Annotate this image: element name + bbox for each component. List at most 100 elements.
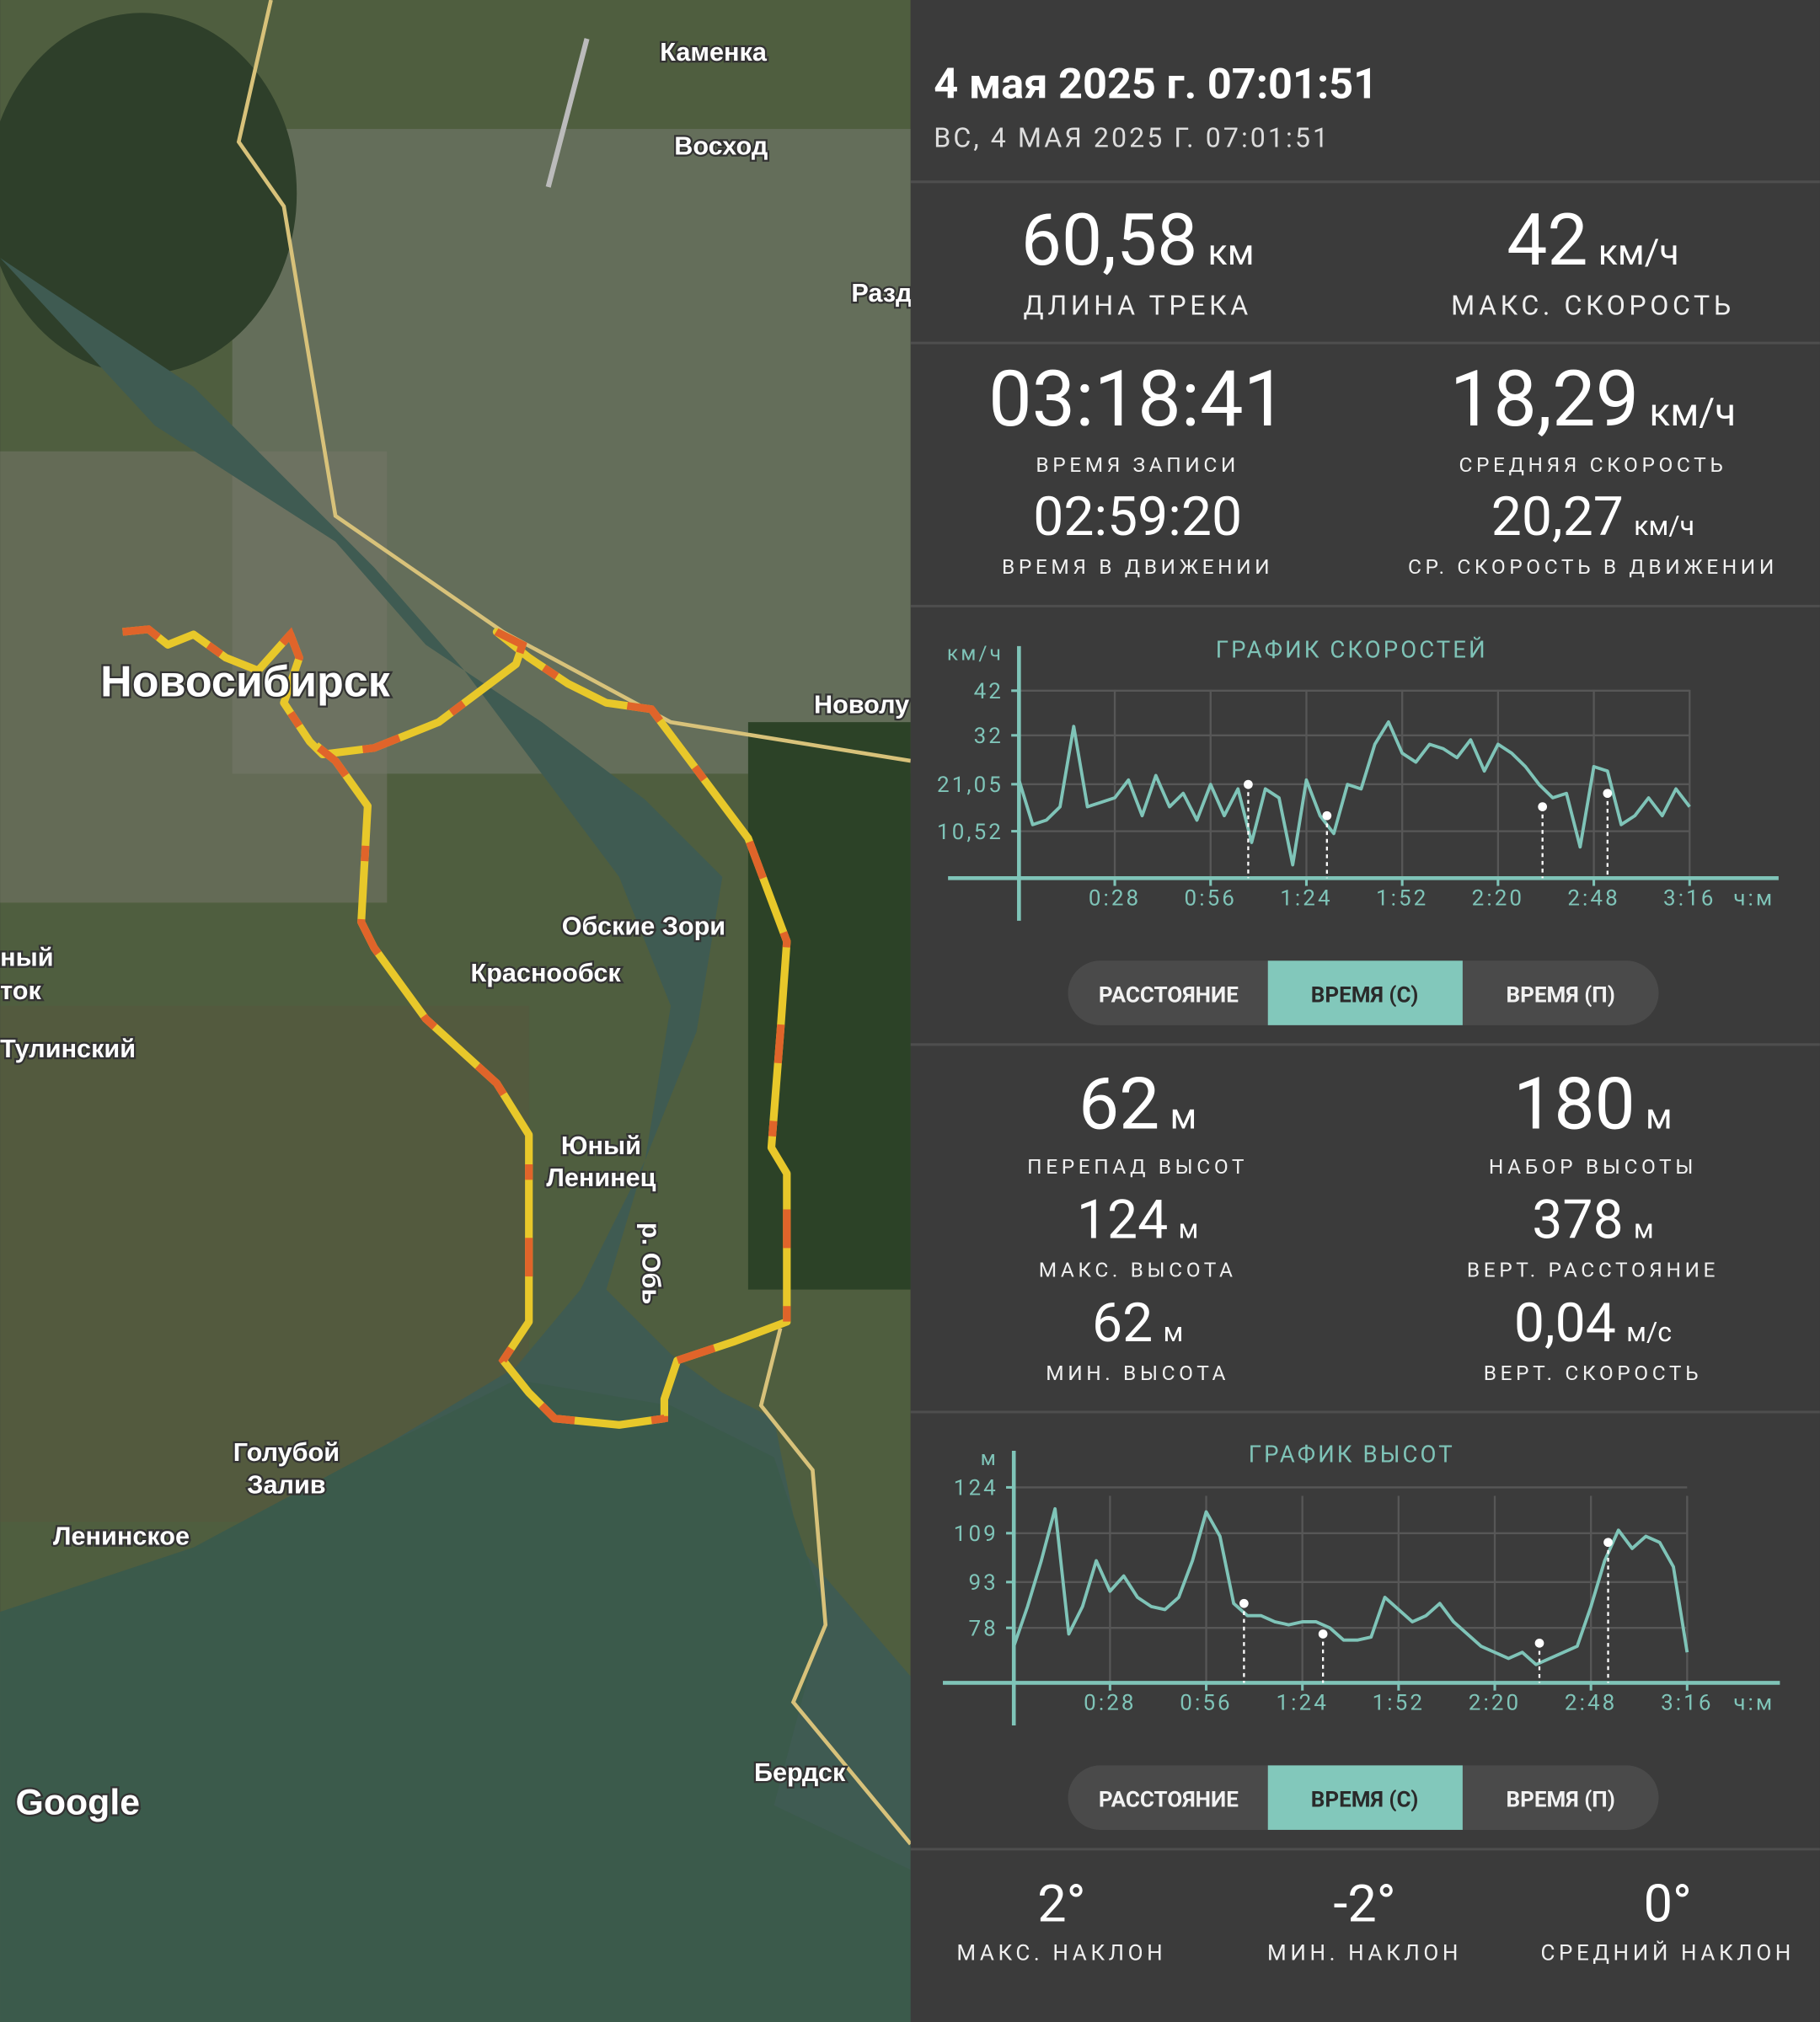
map-label: Голубой — [233, 1438, 340, 1467]
road — [758, 1327, 913, 1846]
marker-dot — [1534, 1638, 1544, 1648]
stat-unit: м — [1634, 1212, 1654, 1244]
stat-number: 20,27 — [1491, 484, 1624, 548]
stat-label: МИН. ВЫСОТА — [1046, 1361, 1229, 1385]
y-axis-label: м — [981, 1446, 998, 1470]
map-label: Новосибирск — [100, 658, 391, 707]
stat-unit: м — [1163, 1316, 1183, 1348]
stat-number: 62 — [1092, 1291, 1153, 1355]
stat-label: ПЕРЕПАД ВЫСОТ — [1027, 1154, 1248, 1179]
stat-value: 124 м — [1077, 1187, 1198, 1251]
stat-unit: м — [1170, 1095, 1197, 1137]
toggle-option[interactable]: ВРЕМЯ (С) — [1311, 1787, 1419, 1812]
x-axis-label: ч:м — [1733, 885, 1774, 911]
map-label: Обские Зори — [562, 912, 725, 941]
toggle-option[interactable]: ВРЕМЯ (С) — [1311, 982, 1419, 1008]
map-label: Каменка — [660, 38, 768, 67]
stat-label: МАКС. НАКЛОН — [956, 1941, 1166, 1966]
stat-label: ВРЕМЯ В ДВИЖЕНИИ — [1002, 554, 1273, 579]
y-tick-label: 93 — [968, 1570, 998, 1596]
x-tick-label: 2:48 — [1565, 1691, 1617, 1716]
x-tick-label: 2:20 — [1469, 1691, 1521, 1716]
chart-title: ГРАФИК СКОРОСТЕЙ — [1216, 636, 1488, 664]
y-axis-label: км/ч — [947, 641, 1004, 666]
stat-unit: км/ч — [1598, 232, 1679, 274]
stat-value: 02:59:20 — [1033, 484, 1242, 548]
marker-dot — [1603, 789, 1613, 799]
stat-value: 62 м — [1079, 1061, 1196, 1146]
map-label: Залив — [247, 1470, 325, 1499]
stat-value: 62 м — [1092, 1291, 1183, 1355]
map-label: ток — [0, 976, 41, 1005]
stat-unit: км — [1208, 232, 1255, 274]
toggle-option[interactable]: РАССТОЯНИЕ — [1099, 982, 1239, 1008]
stat-label: МАКС. СКОРОСТЬ — [1451, 289, 1735, 321]
stat-label: СР. СКОРОСТЬ В ДВИЖЕНИИ — [1408, 554, 1778, 579]
stat-value: 03:18:41 — [988, 355, 1287, 445]
marker-dot — [1244, 779, 1253, 789]
x-tick-label: 0:56 — [1180, 1691, 1232, 1716]
x-tick-label: 0:28 — [1084, 1691, 1136, 1716]
stat-value: 60,58 км — [1021, 197, 1255, 282]
stat-number: 378 — [1532, 1187, 1623, 1251]
y-tick-label: 42 — [974, 679, 1004, 704]
stat-value: -2° — [1333, 1874, 1395, 1934]
stat-number: -2° — [1333, 1874, 1395, 1934]
x-tick-label: 1:24 — [1276, 1691, 1328, 1716]
map-label: Юный — [561, 1131, 641, 1160]
stat-unit: м — [1179, 1212, 1199, 1244]
marker-dot — [1538, 802, 1548, 811]
stat-number: 124 — [1077, 1187, 1168, 1251]
toggle-option[interactable]: ВРЕМЯ (П) — [1507, 1787, 1615, 1812]
toggle-active — [1267, 1765, 1463, 1830]
road — [236, 0, 912, 763]
map-label: Ленинское — [53, 1522, 190, 1551]
x-tick-label: 3:16 — [1661, 1691, 1713, 1716]
stat-number: 2° — [1037, 1874, 1085, 1934]
map-label: Новолу — [814, 690, 909, 719]
marker-dot — [1603, 1538, 1613, 1548]
marker-dot — [1318, 1629, 1328, 1639]
x-axis-label: ч:м — [1733, 1691, 1774, 1716]
x-tick-label: 0:28 — [1089, 885, 1141, 911]
stat-number: 60,58 — [1021, 197, 1198, 282]
stat-number: 0° — [1644, 1874, 1692, 1934]
stat-unit: м/с — [1626, 1316, 1672, 1348]
forest — [747, 722, 911, 1290]
stat-label: ДЛИНА ТРЕКА — [1023, 289, 1251, 321]
dividers — [910, 180, 1820, 1851]
stat-unit: м — [1646, 1095, 1673, 1137]
stat-number: 18,29 — [1450, 355, 1640, 445]
toggle-option[interactable]: ВРЕМЯ (П) — [1507, 982, 1615, 1008]
stat-number: 03:18:41 — [988, 355, 1287, 445]
y-tick-label: 21,05 — [937, 773, 1004, 798]
stat-value: 2° — [1037, 1874, 1085, 1934]
y-tick-label: 109 — [954, 1522, 998, 1547]
stat-number: 42 — [1507, 197, 1587, 282]
x-tick-label: 1:52 — [1376, 885, 1428, 911]
stat-value: 0,04 м/с — [1514, 1291, 1672, 1355]
stat-value: 378 м — [1532, 1187, 1653, 1251]
map: Каменка Восход Разд Новосибирск Новолу О… — [0, 0, 913, 2022]
stat-label: ВЕРТ. РАССТОЯНИЕ — [1467, 1257, 1719, 1281]
runway — [545, 38, 590, 188]
stat-number: 180 — [1513, 1061, 1635, 1146]
map-label: Ленинец — [546, 1163, 656, 1192]
x-tick-label: 0:56 — [1185, 885, 1237, 911]
map-label: Краснообск — [471, 959, 622, 987]
stat-value: 42 км/ч — [1507, 197, 1679, 282]
reservoir — [0, 1379, 911, 2022]
map-label: ный — [0, 943, 53, 971]
map-label: Разд — [851, 279, 912, 308]
stat-label: ВЕРТ. СКОРОСТЬ — [1484, 1361, 1703, 1385]
toggle-option[interactable]: РАССТОЯНИЕ — [1099, 1787, 1239, 1812]
y-tick-label: 78 — [968, 1616, 998, 1641]
x-tick-label: 2:48 — [1567, 885, 1619, 911]
stat-label: МАКС. ВЫСОТА — [1039, 1257, 1237, 1281]
line-series — [1012, 1506, 1689, 1666]
map-label: Бердск — [754, 1758, 846, 1787]
stat-number: 0,04 — [1514, 1291, 1616, 1355]
y-tick-label: 32 — [974, 724, 1004, 749]
y-tick-label: 10,52 — [937, 820, 1004, 845]
